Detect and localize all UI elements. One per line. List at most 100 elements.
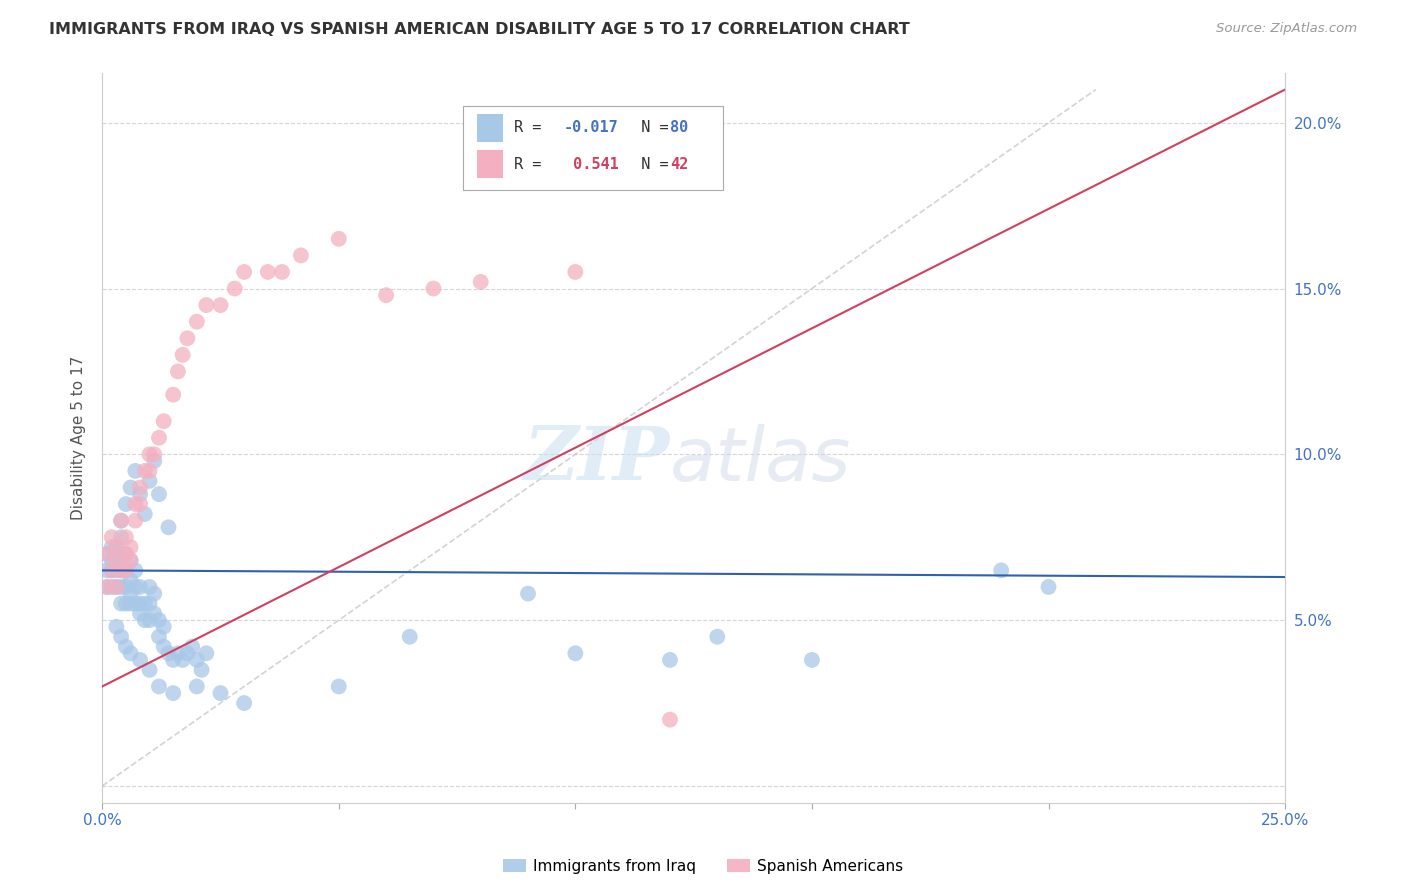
Point xyxy=(115,547,138,561)
Point xyxy=(186,315,208,329)
Point xyxy=(120,553,142,567)
Point xyxy=(138,474,160,488)
Point xyxy=(105,563,128,577)
Point xyxy=(100,563,122,577)
Point xyxy=(800,653,823,667)
Point xyxy=(167,364,190,378)
Point xyxy=(233,696,256,710)
Point xyxy=(120,574,142,588)
Point xyxy=(105,553,128,567)
Point xyxy=(181,640,204,654)
Point xyxy=(124,464,146,478)
Point xyxy=(143,586,166,600)
Point xyxy=(271,265,294,279)
Point xyxy=(105,540,128,554)
Point xyxy=(96,580,118,594)
Point xyxy=(110,563,132,577)
Point xyxy=(157,646,180,660)
Point xyxy=(110,530,132,544)
Point xyxy=(105,620,128,634)
Point xyxy=(148,431,170,445)
Point xyxy=(148,680,170,694)
Point xyxy=(143,454,166,468)
Point xyxy=(110,580,132,594)
Point xyxy=(110,630,132,644)
Point xyxy=(148,630,170,644)
Point xyxy=(290,248,312,262)
Bar xyxy=(477,114,503,142)
Point xyxy=(209,686,232,700)
Point xyxy=(167,646,190,660)
Point xyxy=(162,653,184,667)
Point xyxy=(134,597,156,611)
Point xyxy=(129,597,152,611)
Point xyxy=(990,563,1012,577)
Point xyxy=(115,530,138,544)
Point xyxy=(172,348,194,362)
Point xyxy=(129,497,152,511)
Point xyxy=(124,563,146,577)
Point xyxy=(100,530,122,544)
Legend: Immigrants from Iraq, Spanish Americans: Immigrants from Iraq, Spanish Americans xyxy=(496,853,910,880)
Point xyxy=(564,265,586,279)
Point xyxy=(138,663,160,677)
Point xyxy=(100,580,122,594)
Text: IMMIGRANTS FROM IRAQ VS SPANISH AMERICAN DISABILITY AGE 5 TO 17 CORRELATION CHAR: IMMIGRANTS FROM IRAQ VS SPANISH AMERICAN… xyxy=(49,22,910,37)
Point xyxy=(100,563,122,577)
Point xyxy=(706,630,728,644)
Point xyxy=(176,331,198,345)
Point xyxy=(138,580,160,594)
Point xyxy=(195,298,218,312)
Point xyxy=(162,387,184,401)
Text: R =: R = xyxy=(513,120,550,136)
Point xyxy=(186,653,208,667)
Point xyxy=(124,514,146,528)
Point xyxy=(115,580,138,594)
Point xyxy=(96,563,118,577)
Point xyxy=(105,547,128,561)
Point xyxy=(186,680,208,694)
FancyBboxPatch shape xyxy=(463,106,723,190)
Point xyxy=(120,586,142,600)
Point xyxy=(124,597,146,611)
Text: R =: R = xyxy=(513,157,550,171)
Point xyxy=(120,646,142,660)
Point xyxy=(134,507,156,521)
Text: 42: 42 xyxy=(671,157,689,171)
Text: N =: N = xyxy=(623,120,678,136)
Point xyxy=(143,607,166,621)
Point xyxy=(129,653,152,667)
Point xyxy=(195,646,218,660)
Point xyxy=(110,514,132,528)
Point xyxy=(115,497,138,511)
Text: -0.017: -0.017 xyxy=(564,120,619,136)
Point xyxy=(129,481,152,495)
Point xyxy=(209,298,232,312)
Point xyxy=(143,447,166,461)
Point xyxy=(162,686,184,700)
Point xyxy=(422,281,444,295)
Point xyxy=(110,597,132,611)
Point xyxy=(120,553,142,567)
Point xyxy=(105,580,128,594)
Point xyxy=(105,540,128,554)
Point xyxy=(517,586,540,600)
Text: Source: ZipAtlas.com: Source: ZipAtlas.com xyxy=(1216,22,1357,36)
Point xyxy=(96,547,118,561)
Point xyxy=(96,580,118,594)
Point xyxy=(129,487,152,501)
Point xyxy=(100,553,122,567)
Point xyxy=(564,646,586,660)
Point xyxy=(152,414,174,428)
Point xyxy=(152,640,174,654)
Point xyxy=(129,580,152,594)
Point xyxy=(138,597,160,611)
Text: atlas: atlas xyxy=(671,424,852,496)
Point xyxy=(120,540,142,554)
Point xyxy=(115,597,138,611)
Point xyxy=(115,547,138,561)
Point xyxy=(328,680,350,694)
Point xyxy=(659,713,682,727)
Point xyxy=(398,630,420,644)
Point xyxy=(148,613,170,627)
